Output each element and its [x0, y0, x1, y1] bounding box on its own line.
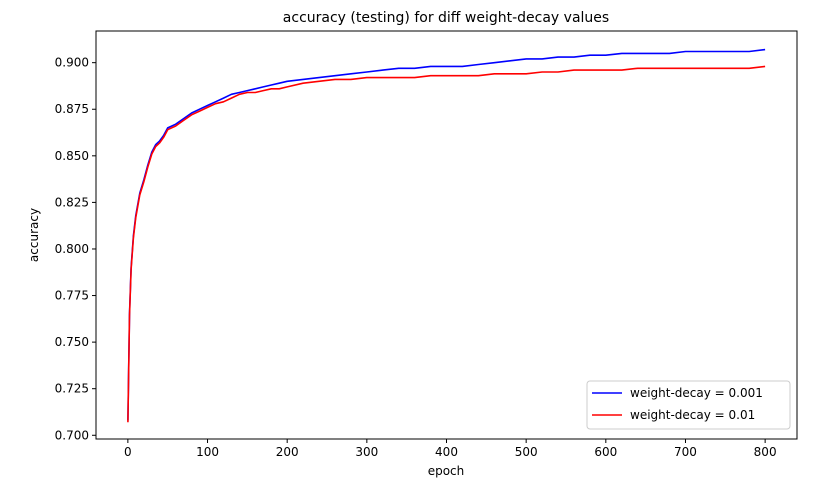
- legend-label-2: weight-decay = 0.01: [630, 408, 755, 422]
- series-line-1: [127, 48, 766, 421]
- chart-title: accuracy (testing) for diff weight-decay…: [283, 10, 609, 26]
- series-line-2: [127, 65, 766, 423]
- x-tick-label: 500: [515, 445, 538, 459]
- series-layer: [127, 48, 766, 423]
- x-tick-label: 700: [674, 445, 697, 459]
- x-tick-label: 100: [196, 445, 219, 459]
- y-tick-label: 0.825: [55, 195, 89, 209]
- y-axis-label: accuracy: [27, 208, 41, 262]
- x-tick-label: 0: [124, 445, 132, 459]
- x-tick-label: 200: [276, 445, 299, 459]
- y-tick-label: 0.775: [55, 289, 89, 303]
- x-axis: 0 100 200 300 400 500 600 700 800: [124, 439, 777, 459]
- x-tick-label: 800: [754, 445, 777, 459]
- legend-box: [586, 380, 791, 430]
- x-tick-label: 300: [355, 445, 378, 459]
- y-tick-label: 0.725: [55, 382, 89, 396]
- plot-frame: [95, 30, 798, 440]
- y-tick-label: 0.800: [55, 242, 89, 256]
- y-tick-label: 0.850: [55, 149, 89, 163]
- y-axis: 0.700 0.725 0.750 0.775 0.800 0.825 0.850 0.875…: [55, 56, 96, 442]
- x-tick-label: 600: [594, 445, 617, 459]
- y-tick-label: 0.700: [55, 428, 89, 442]
- x-axis-label: epoch: [428, 464, 465, 478]
- legend: weight-decay = 0.001 weight-decay = 0.01: [586, 380, 791, 430]
- legend-label-1: weight-decay = 0.001: [630, 386, 763, 400]
- y-tick-label: 0.875: [55, 102, 89, 116]
- x-tick-label: 400: [435, 445, 458, 459]
- y-tick-label: 0.750: [55, 335, 89, 349]
- y-tick-label: 0.900: [55, 56, 89, 70]
